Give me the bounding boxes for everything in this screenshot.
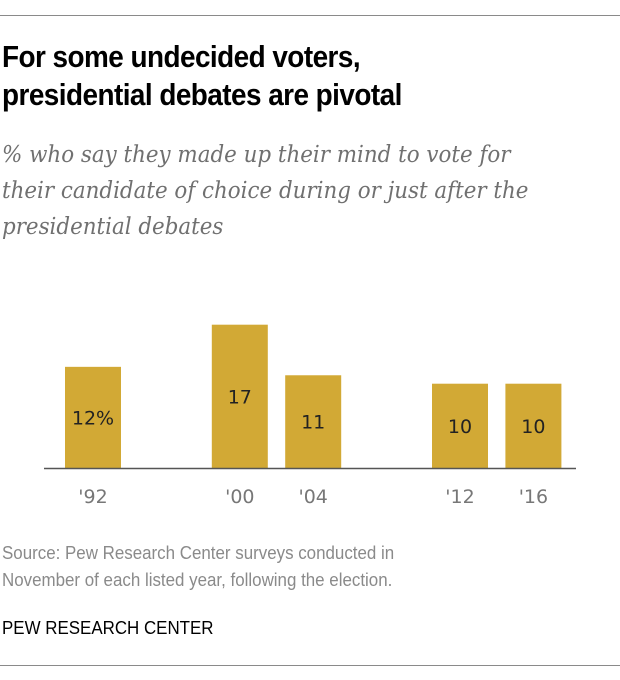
data-label: 10 <box>448 416 472 438</box>
subtitle-line: presidential debates <box>2 214 224 240</box>
bottom-rule <box>0 665 620 666</box>
x-tick-label: '12 <box>445 486 474 508</box>
x-tick-label: '92 <box>78 486 107 508</box>
data-label: 11 <box>301 412 325 434</box>
source-note: Source: Pew Research Center surveys cond… <box>2 540 566 594</box>
chart-title: For some undecided voters, presidential … <box>2 38 542 114</box>
bar-16 <box>505 383 562 468</box>
title-line: presidential debates are pivotal <box>2 77 402 112</box>
bar-04 <box>285 375 342 468</box>
data-label: 17 <box>228 386 252 408</box>
subtitle-line: % who say they made up their mind to vot… <box>2 142 511 168</box>
bar-00 <box>211 324 268 468</box>
data-label: 12% <box>72 407 114 429</box>
chart-subtitle: % who say they made up their mind to vot… <box>2 137 579 245</box>
top-rule <box>0 15 620 16</box>
bar-12 <box>432 383 488 468</box>
subtitle-line: their candidate of choice during or just… <box>2 178 529 204</box>
source-line: Source: Pew Research Center surveys cond… <box>2 543 395 563</box>
pew-research-center-logo-text: PEW RESEARCH CENTER <box>2 618 214 638</box>
x-tick-label: '16 <box>519 486 548 508</box>
x-tick-label: '04 <box>298 486 327 508</box>
bar-92 <box>65 366 121 468</box>
bar-chart: 12% '92 17 '00 11 '04 10 '12 10 '16 <box>44 324 576 508</box>
source-line: November of each listed year, following … <box>2 570 393 590</box>
data-label: 10 <box>521 416 545 438</box>
x-tick-label: '00 <box>225 486 254 508</box>
title-line: For some undecided voters, <box>2 39 361 74</box>
